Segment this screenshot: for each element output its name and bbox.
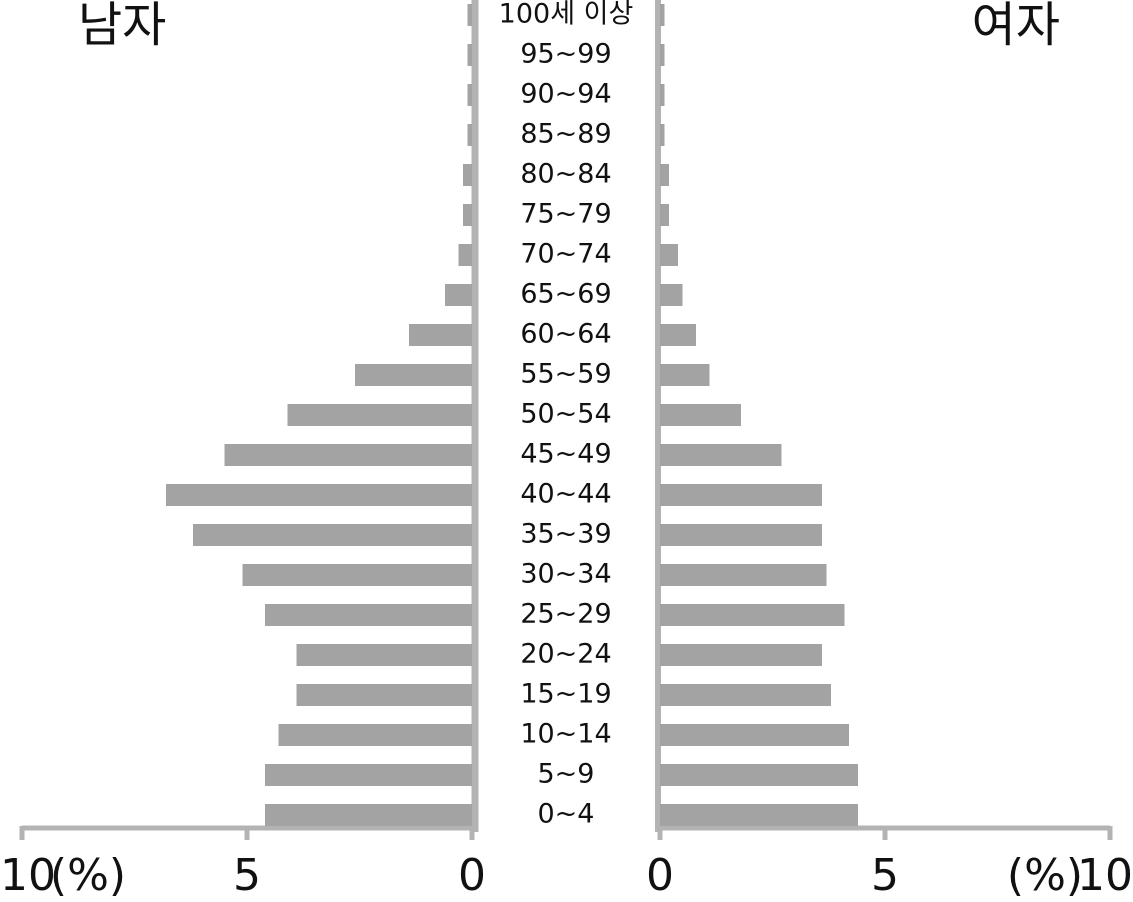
category-label: 90~94 [520,79,611,110]
bar [660,44,665,66]
bar [463,164,472,186]
category-label: 5~9 [538,759,595,790]
bar [265,804,472,826]
bar [287,404,472,426]
category-label: 100세 이상 [499,0,634,30]
bar [660,84,665,106]
bar [660,124,665,146]
bar [467,44,472,66]
bar [660,564,827,586]
bar [660,444,782,466]
category-label: 0~4 [538,799,595,830]
legend-male: 남자 [78,0,166,53]
bar [467,4,472,26]
bar [242,564,472,586]
bar [660,684,831,706]
bar [660,604,845,626]
bar [660,324,696,346]
bar [660,284,683,306]
bar [660,644,822,666]
bar [296,644,472,666]
category-label: 10~14 [520,719,611,750]
bar [265,764,472,786]
category-label: 25~29 [520,599,611,630]
legend-female: 여자 [972,0,1060,53]
bar [278,724,472,746]
bar [409,324,472,346]
bar [660,404,741,426]
category-label: 35~39 [520,519,611,550]
category-label: 30~34 [520,559,611,590]
bar [660,244,678,266]
x-axis-label: (%) [50,850,126,901]
bar [166,484,472,506]
category-label: 50~54 [520,399,611,430]
x-tick-label: 0 [458,850,486,901]
category-label: 20~24 [520,639,611,670]
bar [660,764,858,786]
bar [660,484,822,506]
bar [660,804,858,826]
bar [660,524,822,546]
bar [355,364,472,386]
bar [265,604,472,626]
category-label: 40~44 [520,479,611,510]
category-label: 65~69 [520,279,611,310]
x-tick-label: 0 [646,850,674,901]
x-tick-label: 10 [0,850,56,901]
category-label: 70~74 [520,239,611,270]
x-tick-label: 10 [1077,850,1133,901]
bar [296,684,472,706]
bar [660,724,849,746]
bar [467,84,472,106]
category-label: 75~79 [520,199,611,230]
bar [467,124,472,146]
bar [660,364,710,386]
category-label: 80~84 [520,159,611,190]
category-label: 95~99 [520,39,611,70]
x-tick-label: 5 [871,850,899,901]
bar [463,204,472,226]
bar [445,284,472,306]
category-label: 85~89 [520,119,611,150]
category-label: 15~19 [520,679,611,710]
category-label: 60~64 [520,319,611,350]
x-tick-label: 5 [233,850,261,901]
bar [660,204,669,226]
bar [224,444,472,466]
bar [660,164,669,186]
x-axis-label: (%) [1007,850,1083,901]
category-label: 45~49 [520,439,611,470]
bar [458,244,472,266]
bar [660,4,665,26]
bar [193,524,472,546]
category-label: 55~59 [520,359,611,390]
